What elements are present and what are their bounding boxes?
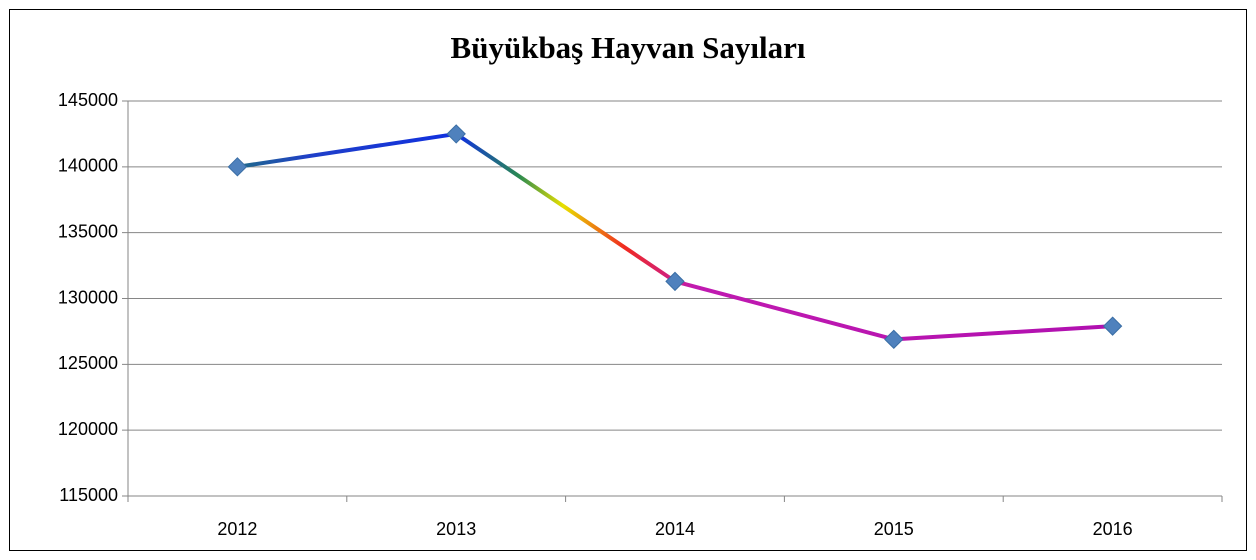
x-tick-label: 2012 <box>217 519 257 539</box>
y-tick-label: 125000 <box>58 353 118 373</box>
x-tick-label: 2016 <box>1093 519 1133 539</box>
marker <box>1102 316 1123 336</box>
y-tick-label: 140000 <box>58 156 118 176</box>
x-tick-label: 2013 <box>436 519 476 539</box>
y-tick-label: 145000 <box>58 90 118 110</box>
y-tick-label: 120000 <box>58 419 118 439</box>
y-tick-label: 115000 <box>59 485 118 505</box>
marker <box>884 329 904 350</box>
chart-border <box>9 9 1247 551</box>
y-tick-label: 135000 <box>58 221 118 241</box>
y-tick-label: 130000 <box>58 287 118 307</box>
marker <box>446 124 466 144</box>
marker <box>227 157 248 177</box>
marker <box>665 271 685 292</box>
x-tick-label: 2014 <box>655 519 695 539</box>
x-tick-label: 2015 <box>874 519 914 539</box>
chart-title: Büyükbaş Hayvan Sayıları <box>451 30 806 65</box>
